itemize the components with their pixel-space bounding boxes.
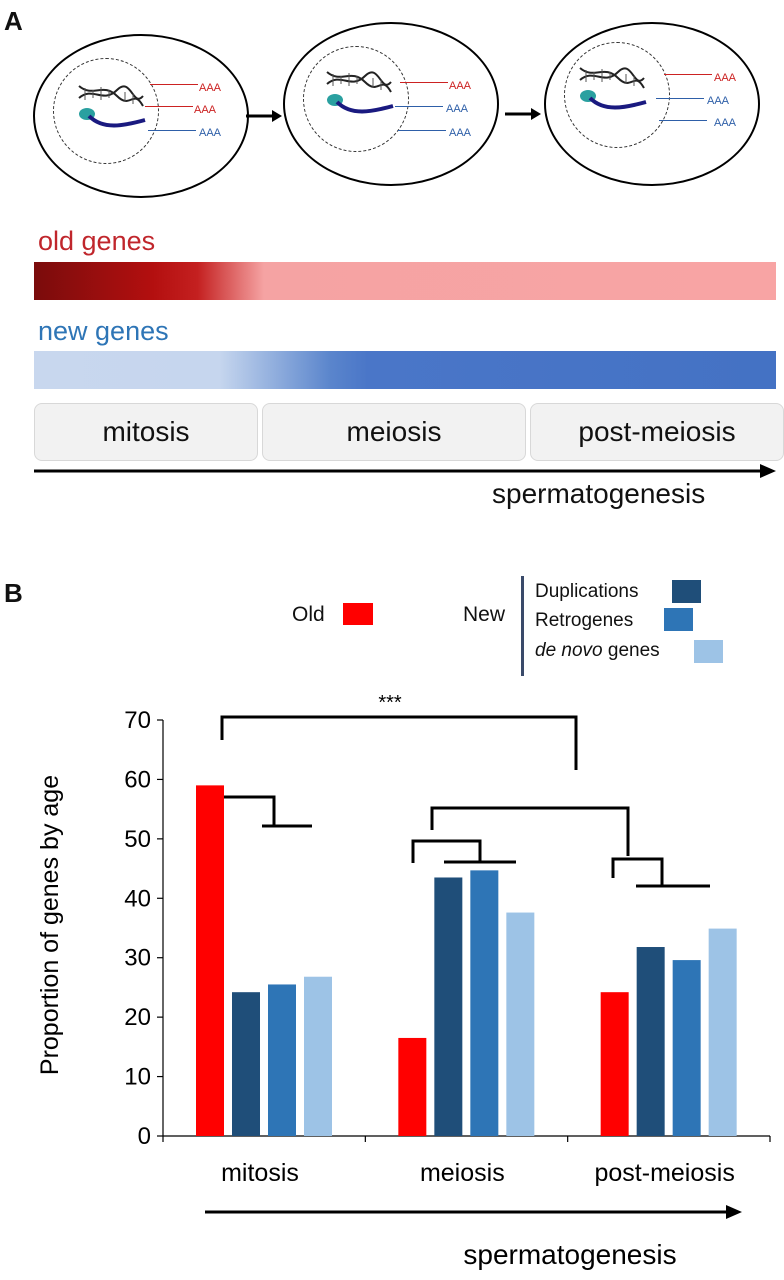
arrow-right-icon bbox=[246, 110, 282, 122]
legend-new-label: New bbox=[463, 603, 506, 626]
bar bbox=[672, 960, 701, 1136]
new-genes-label: new genes bbox=[38, 316, 169, 346]
mrna-tail-label: AAA bbox=[707, 95, 730, 107]
old-genes-label: old genes bbox=[38, 226, 156, 256]
mrna-old-1 bbox=[400, 82, 448, 83]
legend-denovo-italic: de novo bbox=[535, 640, 603, 661]
cell-meiosis: AAA AAA AAA bbox=[283, 22, 499, 186]
legend-denovo-label: de novo genes bbox=[535, 640, 660, 662]
x-axis-title: spermatogenesis bbox=[463, 1239, 676, 1270]
mrna-tail-label: AAA bbox=[449, 127, 472, 139]
significance-brackets bbox=[206, 715, 710, 888]
bar bbox=[304, 976, 332, 1136]
bracket-right bbox=[430, 806, 630, 856]
y-axis-title: Proportion of genes by age bbox=[36, 775, 64, 1075]
cell-mitosis: AAA AAA AAA bbox=[33, 34, 249, 198]
mrna-new-2 bbox=[398, 130, 446, 131]
spermatogenesis-arrow-b bbox=[205, 1205, 742, 1219]
nucleus bbox=[303, 46, 409, 152]
legend-retrogenes-label: Retrogenes bbox=[535, 610, 634, 631]
y-tick-label: 50 bbox=[124, 826, 151, 853]
legend-duplications-swatch bbox=[672, 580, 701, 603]
bar-chart: *** Proportion of genes by age 0 10 20 30 40… bbox=[36, 692, 771, 1270]
bar bbox=[636, 947, 665, 1136]
legend-duplications-label: Duplications bbox=[535, 581, 639, 602]
dna-icon bbox=[579, 67, 647, 110]
mrna-old-1 bbox=[150, 84, 198, 85]
mrna-tail-label: AAA bbox=[449, 80, 472, 92]
bar bbox=[470, 870, 499, 1136]
y-tick-label: 0 bbox=[138, 1123, 151, 1150]
bars bbox=[196, 785, 737, 1136]
legend-denovo-rest: genes bbox=[602, 640, 660, 661]
stage-box-mitosis: mitosis bbox=[34, 403, 258, 461]
significance-stars: *** bbox=[378, 692, 402, 714]
bracket-postmeiosis bbox=[611, 857, 664, 886]
x-tick-label: post-meiosis bbox=[595, 1159, 735, 1187]
stage-box-meiosis: meiosis bbox=[262, 403, 526, 461]
old-genes-gradient-bar bbox=[34, 262, 776, 300]
legend-retrogenes-swatch bbox=[664, 608, 693, 631]
spermatogenesis-label-a: spermatogenesis bbox=[492, 478, 706, 509]
bar bbox=[196, 785, 224, 1136]
y-tick-label: 30 bbox=[124, 945, 151, 972]
mrna-tail-label: AAA bbox=[194, 104, 217, 116]
new-genes-gradient-bar bbox=[34, 351, 776, 389]
legend-new-bracket bbox=[521, 576, 524, 676]
mrna-new-1 bbox=[148, 130, 196, 131]
bar bbox=[232, 992, 260, 1136]
mrna-new-2 bbox=[659, 120, 707, 121]
legend-denovo-swatch bbox=[694, 640, 723, 663]
mrna-tail-label: AAA bbox=[446, 103, 469, 115]
x-tick-labels: mitosis meiosis post-meiosis bbox=[221, 1159, 735, 1187]
y-tick-label: 20 bbox=[124, 1004, 151, 1031]
y-tick-label: 60 bbox=[124, 766, 151, 793]
mrna-tail-label: AAA bbox=[199, 82, 222, 94]
bar bbox=[434, 877, 463, 1136]
cell-post-meiosis: AAA AAA AAA bbox=[544, 22, 760, 186]
mrna-tail-label: AAA bbox=[714, 117, 737, 129]
bracket-meiosis bbox=[411, 839, 482, 863]
bar bbox=[600, 992, 629, 1136]
mrna-tail-label: AAA bbox=[199, 127, 222, 139]
mrna-tail-label: AAA bbox=[714, 72, 737, 84]
y-tick-label: 70 bbox=[124, 707, 151, 734]
dna-icon bbox=[78, 85, 146, 128]
mrna-old-1 bbox=[664, 74, 712, 75]
y-axis: 0 10 20 30 40 50 60 70 bbox=[124, 707, 164, 1150]
legend-old-label: Old bbox=[292, 603, 325, 626]
bracket-mitosis bbox=[206, 795, 276, 826]
y-tick-label: 10 bbox=[124, 1064, 151, 1091]
bracket-top bbox=[220, 715, 578, 770]
bar bbox=[398, 1037, 427, 1136]
bar bbox=[708, 928, 737, 1136]
nucleus bbox=[564, 42, 670, 148]
x-tick-label: meiosis bbox=[420, 1159, 505, 1187]
stage-box-post-meiosis: post-meiosis bbox=[530, 403, 784, 461]
panel-a-label: A bbox=[4, 6, 23, 36]
bar bbox=[506, 912, 535, 1136]
nucleus bbox=[53, 58, 159, 164]
spermatogenesis-arrow-a bbox=[34, 464, 776, 478]
mrna-new-1 bbox=[395, 106, 443, 107]
bar bbox=[268, 984, 296, 1136]
legend-old-swatch bbox=[343, 603, 373, 625]
mrna-old-2 bbox=[145, 106, 193, 107]
dna-icon bbox=[326, 71, 394, 114]
arrow-right-icon bbox=[505, 108, 541, 120]
x-axis bbox=[162, 1135, 771, 1142]
mrna-new-1 bbox=[656, 98, 704, 99]
y-tick-label: 40 bbox=[124, 885, 151, 912]
x-tick-label: mitosis bbox=[221, 1159, 299, 1187]
panel-b-label: B bbox=[4, 578, 23, 608]
